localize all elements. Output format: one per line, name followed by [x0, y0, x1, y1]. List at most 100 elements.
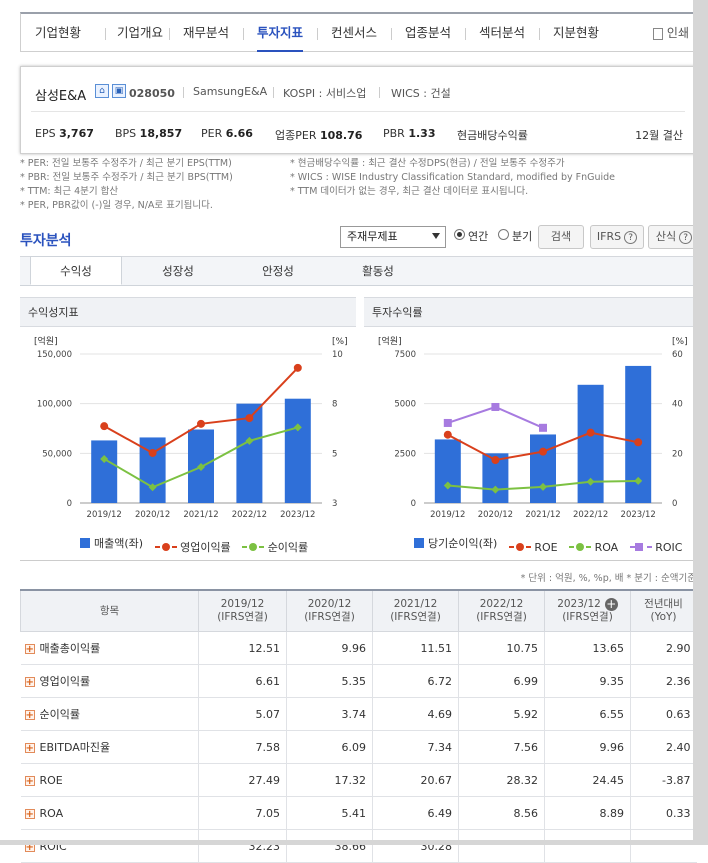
header-year[interactable]: 2023/12 + (IFRS연결) — [544, 589, 631, 632]
tab-separator — [465, 28, 466, 40]
ifrs-button[interactable]: IFRS? — [590, 225, 644, 249]
header-year[interactable]: 2021/12 (IFRS연결) — [372, 589, 459, 632]
quarter-radio[interactable] — [498, 229, 509, 240]
tab-growth[interactable]: 성장성 — [162, 264, 194, 278]
home-icon[interactable]: ⌂ — [95, 84, 109, 98]
row-label[interactable]: + EBITDA마진율 — [20, 730, 199, 764]
tab-profitability[interactable]: 수익성 — [30, 256, 122, 285]
tab-company-status[interactable]: 기업현황 — [35, 25, 82, 40]
table-row: + ROA 7.05 5.41 6.49 8.56 8.89 0.33 — [20, 796, 697, 830]
bar[interactable] — [284, 398, 311, 503]
expand-icon[interactable]: + — [24, 710, 35, 721]
header-year[interactable]: 2019/12 (IFRS연결) — [198, 589, 287, 632]
data-point[interactable] — [586, 428, 595, 437]
table-cell: 24.45 — [544, 763, 631, 797]
data-point[interactable] — [539, 482, 547, 491]
x-tick-label: 2020/12 — [135, 510, 170, 520]
data-point[interactable] — [100, 422, 109, 431]
data-point[interactable] — [293, 363, 302, 372]
tab-company-overview[interactable]: 기업개요 — [117, 25, 164, 40]
x-tick-label: 2019/12 — [430, 510, 465, 520]
print-button[interactable]: 인쇄 — [652, 14, 689, 52]
x-tick-label: 2023/12 — [280, 510, 315, 520]
table-cell: 11.51 — [372, 631, 459, 665]
tab-shareholding[interactable]: 지분현황 — [553, 25, 600, 40]
data-point[interactable] — [491, 485, 500, 494]
table-cell: 32.23 — [198, 829, 287, 863]
chart-legend: 매출액(좌) 영업이익률 순이익률 — [80, 535, 316, 555]
statement-select[interactable]: 주재무제표 — [340, 226, 446, 248]
data-point[interactable] — [443, 418, 452, 427]
table-cell — [458, 829, 545, 863]
table-cell: 30.28 — [372, 829, 459, 863]
data-point[interactable] — [491, 402, 500, 411]
ifrs-label: IFRS — [596, 230, 622, 243]
table-cell: 4.69 — [372, 697, 459, 731]
profitability-table: 항목 2019/12 (IFRS연결) 2020/12 (IFRS연결) 2021/… — [20, 589, 697, 863]
tab-separator — [169, 28, 170, 40]
data-point[interactable] — [197, 419, 205, 428]
table-cell: 5.41 — [286, 796, 373, 830]
table-cell: 7.34 — [372, 730, 459, 764]
bar[interactable] — [91, 440, 118, 503]
row-label[interactable]: + ROE — [20, 763, 199, 797]
data-point[interactable] — [586, 477, 595, 486]
y-tick-label: 50,000 — [42, 449, 72, 459]
bar[interactable] — [530, 434, 556, 503]
table-cell: 17.32 — [286, 763, 373, 797]
data-point[interactable] — [148, 483, 157, 492]
data-point[interactable] — [245, 414, 254, 423]
yoy-cell: 0.33 — [630, 796, 697, 830]
expand-icon[interactable]: + — [24, 677, 35, 688]
divider — [20, 560, 696, 561]
expand-columns-icon[interactable]: + — [604, 597, 618, 611]
data-point[interactable] — [539, 447, 547, 456]
data-point[interactable] — [634, 438, 643, 447]
row-label[interactable]: + ROA — [20, 796, 199, 830]
data-point[interactable] — [245, 436, 254, 445]
top-menu: 기업현황 기업개요 재무분석 투자지표 컨센서스 업종분석 섹터분석 지분현황 … — [20, 12, 696, 52]
tab-stability[interactable]: 안정성 — [262, 264, 294, 278]
x-tick-label: 2022/12 — [573, 510, 608, 520]
tab-financial-analysis[interactable]: 재무분석 — [183, 25, 230, 40]
tab-sector-analysis[interactable]: 섹터분석 — [479, 25, 526, 40]
data-point[interactable] — [539, 423, 547, 432]
annual-radio[interactable] — [454, 229, 465, 240]
data-point[interactable] — [491, 455, 500, 464]
search-button[interactable]: 검색 — [538, 225, 584, 249]
tab-activity[interactable]: 활동성 — [362, 264, 394, 278]
row-label[interactable]: + 매출총이익률 — [20, 631, 199, 665]
stat-dividend-yield: 현금배당수익률 — [457, 129, 528, 142]
legend-line — [508, 546, 514, 548]
tab-separator — [243, 28, 244, 40]
legend-item: 순이익률 — [242, 539, 308, 555]
data-point[interactable] — [148, 448, 157, 457]
building-icon[interactable]: ▣ — [112, 84, 126, 98]
data-point[interactable] — [443, 481, 452, 490]
y-tick-label: 100,000 — [37, 400, 72, 410]
data-point[interactable] — [100, 454, 109, 463]
data-point[interactable] — [443, 430, 452, 439]
data-point[interactable] — [293, 423, 302, 432]
data-point[interactable] — [197, 463, 205, 472]
header-year[interactable]: 2020/12 (IFRS연결) — [286, 589, 373, 632]
expand-icon[interactable]: + — [24, 743, 35, 754]
expand-icon[interactable]: + — [24, 644, 35, 655]
row-label[interactable]: + 순이익률 — [20, 697, 199, 731]
expand-icon[interactable]: + — [24, 775, 35, 787]
company-summary: 삼성E&A ⌂ ▣ 028050 SamsungE&A KOSPI : 서비스업… — [20, 66, 696, 154]
note: * TTM 데이터가 없는 경우, 최근 결산 데이터로 표시됩니다. — [290, 186, 529, 197]
header-year[interactable]: 2022/12 (IFRS연결) — [458, 589, 545, 632]
row-label[interactable]: + ROIC — [20, 829, 199, 863]
data-point[interactable] — [634, 476, 643, 485]
wics-info: WICS : 건설 — [391, 87, 451, 100]
expand-icon[interactable]: + — [24, 808, 35, 820]
tab-consensus[interactable]: 컨센서스 — [331, 25, 378, 40]
tab-industry-analysis[interactable]: 업종분석 — [405, 25, 452, 40]
row-label[interactable]: + 영업이익률 — [20, 664, 199, 698]
table-row: + EBITDA마진율 7.58 6.09 7.34 7.56 9.96 2.40 — [20, 730, 697, 764]
settlement-month: 12월 결산 — [635, 129, 683, 142]
legend-line — [629, 546, 635, 548]
tab-investment-indicators[interactable]: 투자지표 — [257, 14, 304, 52]
bar[interactable] — [434, 439, 461, 503]
